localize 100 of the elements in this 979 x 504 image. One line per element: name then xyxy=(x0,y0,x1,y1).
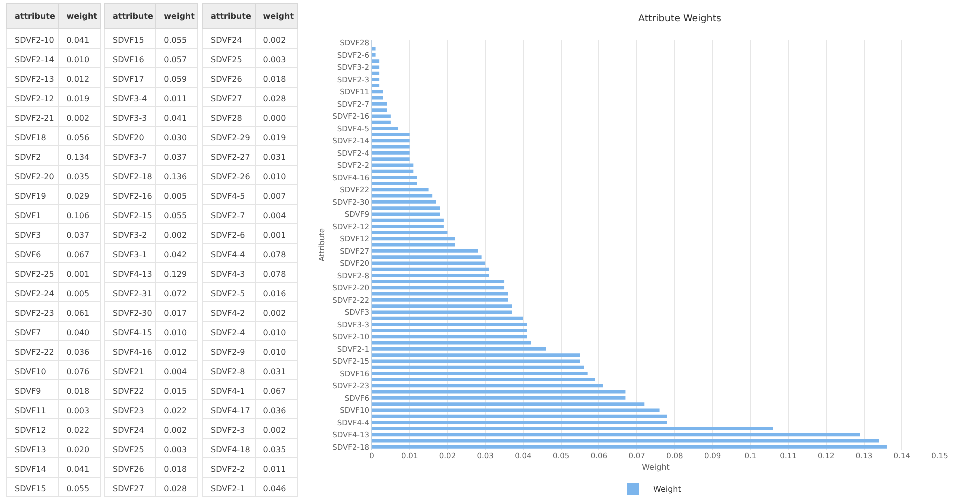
bar xyxy=(372,126,399,130)
bar xyxy=(372,408,660,412)
text: 0.061 xyxy=(66,308,90,318)
legend-label: Weight xyxy=(654,485,682,494)
category-label: SDVF2-9 xyxy=(211,348,246,357)
text: 0.018 xyxy=(263,74,286,84)
text: 0.003 xyxy=(263,55,286,64)
text: 0.076 xyxy=(66,367,90,376)
category-label: SDVF2-2 xyxy=(211,464,246,474)
bar xyxy=(372,206,440,210)
category-label: SDVF27 xyxy=(211,94,242,104)
bar xyxy=(372,84,380,88)
category-label: SDVF2-25 xyxy=(15,270,54,279)
category-label: SDVF2-31 xyxy=(113,289,152,298)
chart-title: Attribute Weights xyxy=(638,13,722,24)
category-label: SDVF4-18 xyxy=(211,445,250,454)
category-label: SDVF28 xyxy=(211,114,242,123)
category-label: SDVF18 xyxy=(15,133,46,142)
category-label: SDVF16 xyxy=(113,55,144,64)
category-label: SDVF26 xyxy=(113,464,144,474)
text: 0.036 xyxy=(263,406,286,416)
bar xyxy=(372,151,410,155)
category-label: SDVF2-29 xyxy=(211,133,250,142)
category-label: SDVF3-2 xyxy=(113,230,148,240)
text: weight xyxy=(66,12,98,21)
bar xyxy=(372,133,410,136)
category-label: SDVF2-13 xyxy=(15,74,54,84)
category-label: SDVF2-3 xyxy=(211,426,246,435)
bar xyxy=(372,200,436,204)
text: 0.010 xyxy=(164,328,188,338)
text: 0.007 xyxy=(263,192,286,201)
text: 0.002 xyxy=(263,308,286,318)
category-label: SDVF2-22 xyxy=(15,348,54,357)
bar xyxy=(372,158,410,161)
text: 0.003 xyxy=(164,445,188,454)
text: 0.002 xyxy=(263,426,286,435)
bar xyxy=(372,304,512,308)
text: 0.036 xyxy=(66,348,90,357)
category-label: SDVF2-20 xyxy=(15,172,54,182)
category-label: SDVF2-4 xyxy=(211,328,246,338)
category-label: SDVF2-12 xyxy=(15,94,54,104)
category-label: SDVF6 xyxy=(15,250,42,260)
text: 0.037 xyxy=(164,152,188,162)
category-label: SDVF19 xyxy=(15,192,46,201)
category-label: SDVF12 xyxy=(15,426,46,435)
category-label: SDVF2-5 xyxy=(211,289,246,298)
category-label: SDVF11 xyxy=(15,406,46,416)
text: 0.055 xyxy=(164,211,188,220)
category-label: SDVF2-21 xyxy=(15,114,54,123)
bar xyxy=(372,224,444,228)
bar xyxy=(372,402,645,406)
category-label: SDVF15 xyxy=(15,484,46,494)
text: 0.010 xyxy=(263,172,286,182)
text: 0.042 xyxy=(164,250,188,260)
text: 0.011 xyxy=(263,464,286,474)
text: 0.018 xyxy=(66,386,90,396)
category-label: SDVF27 xyxy=(113,484,144,494)
text: 0.072 xyxy=(164,289,188,298)
category-label: SDVF15 xyxy=(113,36,144,45)
bar xyxy=(372,114,391,118)
bar xyxy=(372,176,418,180)
text: 0.016 xyxy=(263,289,286,298)
category-label: SDVF4-1 xyxy=(211,386,246,396)
bar xyxy=(372,298,508,302)
text: attribute xyxy=(15,12,56,21)
bar xyxy=(372,78,380,82)
bar xyxy=(372,139,410,143)
bar xyxy=(372,96,384,100)
bar xyxy=(372,90,384,94)
category-label: SDVF4-4 xyxy=(211,250,246,260)
text: 0.035 xyxy=(66,172,90,182)
text: 0.004 xyxy=(263,211,286,220)
text: 0.011 xyxy=(164,94,188,104)
bar xyxy=(372,360,580,364)
category-label: SDVF2 xyxy=(15,152,42,162)
text: 0.002 xyxy=(263,36,286,45)
bar xyxy=(372,249,478,253)
text: 0.001 xyxy=(263,230,286,240)
category-label: SDVF25 xyxy=(211,55,242,64)
category-label: SDVF21 xyxy=(113,367,144,376)
text: 0.004 xyxy=(164,367,188,376)
text: 0.055 xyxy=(66,484,90,494)
category-label: SDVF26 xyxy=(211,74,242,84)
bar xyxy=(372,310,512,314)
text: 0.129 xyxy=(164,270,188,279)
text: 0.022 xyxy=(164,406,188,416)
category-label: SDVF2-23 xyxy=(15,308,54,318)
text: 0.030 xyxy=(164,133,188,142)
category-label: SDVF4-3 xyxy=(211,270,246,279)
bar xyxy=(372,378,596,382)
category-label: SDVF4-16 xyxy=(113,348,152,357)
bar xyxy=(372,433,860,437)
text: 0.012 xyxy=(66,74,90,84)
text: weight xyxy=(164,12,196,21)
category-label: SDVF24 xyxy=(211,36,242,45)
bar xyxy=(372,212,440,216)
text: 0.078 xyxy=(263,270,286,279)
bar xyxy=(372,427,774,430)
category-label: SDVF2-14 xyxy=(15,55,54,64)
text: 0.055 xyxy=(164,36,188,45)
